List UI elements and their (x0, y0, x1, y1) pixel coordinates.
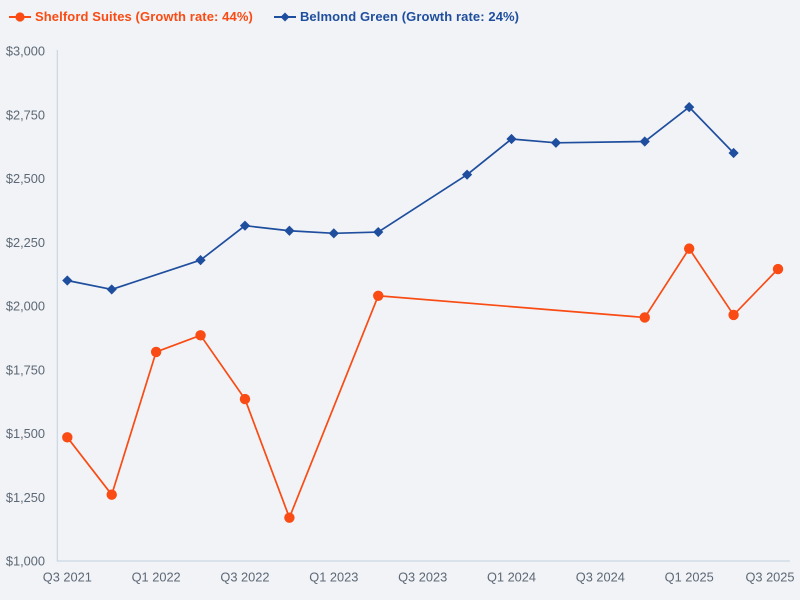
series-belmond-green-point (106, 284, 117, 295)
series-shelford-suites-point (62, 432, 73, 443)
series-shelford-suites-point (373, 290, 384, 301)
series-belmond-green-point (461, 169, 473, 180)
series-belmond-green-point (550, 137, 562, 148)
series-shelford-suites-point (284, 512, 295, 523)
legend-label-shelford-suites: Shelford Suites (Growth rate: 44%) (35, 9, 253, 24)
legend-item-belmond-green[interactable]: Belmond Green (Growth rate: 24%) (273, 9, 520, 24)
series-shelford-suites-point (195, 330, 206, 341)
series-line-belmond-green (67, 106, 735, 291)
x-axis-tick-label: Q3 2023 (398, 570, 447, 585)
series-belmond-green-point (328, 228, 339, 239)
y-axis-tick-label: $1,250 (6, 490, 45, 505)
y-axis-tick-label: $2,250 (6, 235, 45, 250)
chart-legend: Shelford Suites (Growth rate: 44%) Belmo… (9, 9, 519, 24)
series-belmond-green-point (62, 275, 73, 286)
y-axis-tick-label: $1,500 (6, 426, 45, 441)
axis-lines (56, 50, 790, 562)
x-axis-tick-label: Q3 2025 (745, 570, 794, 585)
x-axis-tick-label: Q3 2024 (576, 570, 625, 585)
x-axis-tick-label: Q3 2021 (43, 570, 92, 585)
series-line-shelford-suites (66, 247, 779, 519)
series-shelford-suites-point (239, 393, 251, 405)
series-shelford-suites-point (772, 263, 784, 275)
legend-label-belmond-green: Belmond Green (Growth rate: 24%) (299, 9, 520, 24)
x-axis-tick-label: Q1 2022 (132, 570, 181, 585)
series-shelford-suites-point (639, 312, 650, 323)
series-shelford-suites-point (106, 489, 117, 500)
series-belmond-green-point (728, 147, 739, 159)
x-axis-tick-label: Q3 2022 (220, 570, 269, 585)
series-belmond-green-point (195, 255, 206, 266)
x-axis-tick-label: Q1 2025 (665, 570, 714, 585)
series-shelford-suites-point (150, 346, 162, 358)
series-belmond-green-point (506, 133, 517, 145)
circle-marker-icon (9, 11, 31, 22)
x-axis-tick-label: Q1 2024 (487, 570, 536, 585)
y-axis-tick-label: $3,000 (6, 44, 45, 59)
series-shelford-suites-point (683, 243, 695, 254)
y-axis-tick-label: $1,750 (6, 362, 45, 377)
series-belmond-green-point (284, 225, 295, 236)
series-belmond-green-point (639, 136, 650, 147)
series-belmond-green-point (373, 226, 384, 238)
y-axis-tick-label: $2,000 (6, 299, 45, 314)
y-axis-tick-label: $1,000 (6, 554, 45, 569)
legend-item-shelford-suites[interactable]: Shelford Suites (Growth rate: 44%) (9, 9, 253, 24)
diamond-marker-icon (273, 12, 296, 21)
series-belmond-green-point (239, 220, 251, 231)
y-axis-tick-label: $2,500 (6, 171, 45, 186)
series-shelford-suites-point (728, 309, 739, 321)
series-belmond-green-point (684, 102, 695, 113)
x-axis-tick-label: Q1 2023 (309, 570, 358, 585)
y-axis-tick-label: $2,750 (6, 107, 45, 122)
